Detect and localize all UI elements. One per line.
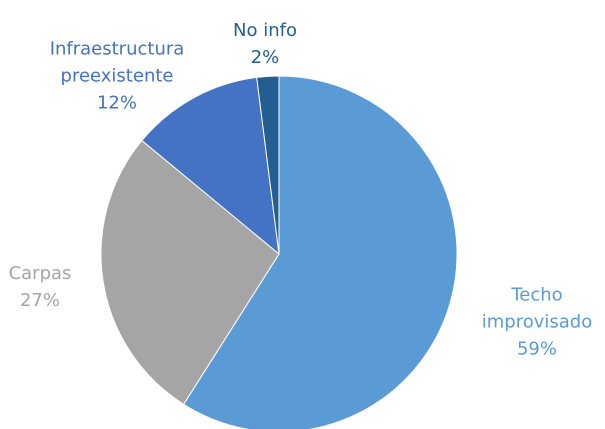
category-label: No info bbox=[233, 20, 297, 41]
slice-label: Carpas 27% bbox=[0, 260, 85, 314]
pie-slice bbox=[256, 75, 280, 255]
value-label: 12% bbox=[96, 92, 137, 114]
slice-label: No info 2% bbox=[205, 17, 325, 71]
value-label: 27% bbox=[19, 290, 60, 311]
value-label: 59% bbox=[516, 338, 557, 360]
pie-slice bbox=[141, 76, 280, 256]
category-label: Techo improvisado bbox=[481, 284, 593, 333]
value-label: 2% bbox=[250, 47, 280, 68]
slice-label: Infraestructura preexistente 12% bbox=[27, 36, 207, 117]
pie-slice bbox=[182, 75, 458, 429]
category-label: Infraestructura preexistente bbox=[49, 38, 185, 87]
slice-label: Techo improvisado 59% bbox=[477, 282, 597, 363]
pie-slice bbox=[100, 139, 280, 405]
category-label: Carpas bbox=[8, 263, 72, 284]
